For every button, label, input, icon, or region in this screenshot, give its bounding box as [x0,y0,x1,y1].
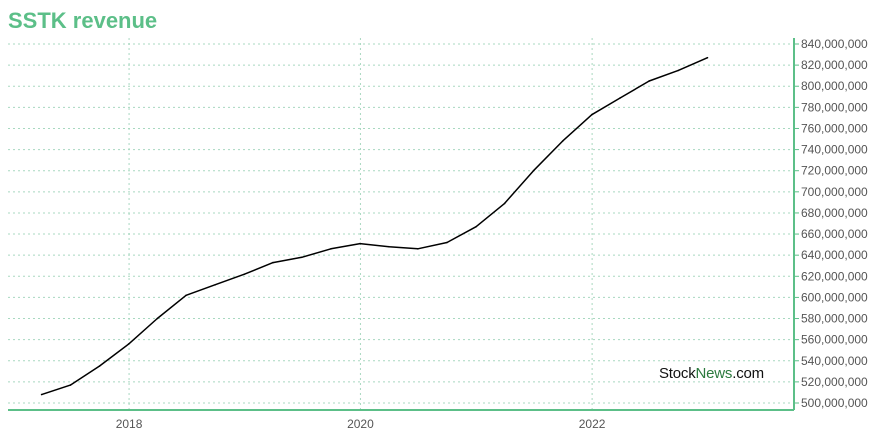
revenue-data-point [69,384,72,386]
revenue-data-point [98,365,101,367]
revenue-data-point [619,97,622,99]
x-tick-label: 2022 [579,417,606,431]
revenue-data-point [446,241,448,244]
watermark-part2: News [695,365,733,382]
revenue-series-line [41,57,708,396]
revenue-data-point [475,225,477,228]
grid-lines [8,38,794,410]
chart-title: SSTK revenue [8,8,158,33]
revenue-data-point [706,56,709,59]
x-tick-label: 2018 [116,417,143,431]
y-tick-label: 740,000,000 [801,143,868,157]
y-tick-label: 640,000,000 [801,248,868,262]
revenue-data-point [127,343,130,345]
revenue-data-point [185,294,187,297]
revenue-data-point [272,261,274,264]
y-tick-label: 680,000,000 [801,206,868,220]
y-tick-labels: 500,000,000 520,000,000 540,000,000 560,000… [794,37,868,410]
revenue-data-point [648,80,650,82]
y-tick-label: 540,000,000 [801,354,868,368]
revenue-data-point [156,317,159,320]
x-tick-label: 2020 [347,417,374,431]
y-tick-label: 600,000,000 [801,290,868,304]
revenue-data-point [330,248,332,250]
y-tick-label: 580,000,000 [801,312,868,326]
y-tick-label: 520,000,000 [801,375,868,389]
y-tick-label: 820,000,000 [801,58,868,72]
y-tick-label: 760,000,000 [801,121,868,135]
y-tick-label: 700,000,000 [801,185,868,199]
revenue-data-point [243,273,246,275]
y-tick-label: 560,000,000 [801,333,868,347]
y-tick-label: 780,000,000 [801,100,868,114]
revenue-data-point [503,202,506,205]
x-tick-labels: 2018 2020 2022 [116,417,606,431]
revenue-data-point [388,245,390,248]
revenue-data-point [590,113,593,116]
y-tick-label: 720,000,000 [801,164,868,178]
stocknews-watermark: StockNews.com [659,365,764,382]
series-lines [40,56,709,396]
y-tick-label: 660,000,000 [801,227,868,241]
revenue-data-point [300,256,303,259]
watermark-part3: .com [732,365,764,382]
watermark-part1: Stock [659,365,696,382]
y-tick-label: 620,000,000 [801,269,868,283]
revenue-data-point [359,242,361,245]
revenue-data-point [561,140,564,142]
revenue-data-point [40,393,43,396]
y-tick-label: 840,000,000 [801,37,868,51]
revenue-data-point [532,169,535,172]
revenue-data-point [416,248,419,250]
y-tick-label: 500,000,000 [801,396,868,410]
revenue-data-point [677,69,680,72]
y-tick-label: 800,000,000 [801,79,868,93]
revenue-data-point [214,283,217,286]
